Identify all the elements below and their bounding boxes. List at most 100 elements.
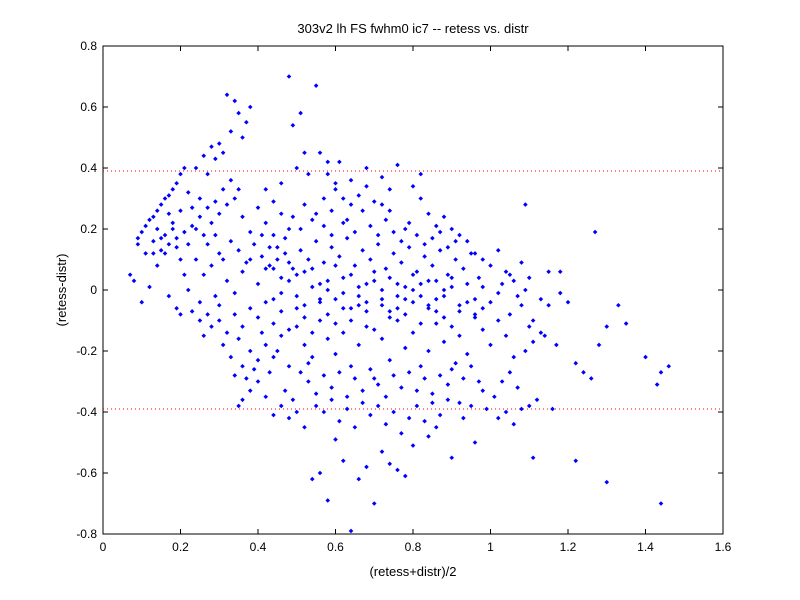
data-point xyxy=(313,391,319,396)
data-point xyxy=(139,299,145,305)
data-point xyxy=(426,302,431,308)
data-point xyxy=(232,98,238,104)
data-point xyxy=(317,296,323,302)
data-point xyxy=(162,232,168,238)
data-point xyxy=(441,287,447,293)
data-point xyxy=(441,315,447,320)
data-point xyxy=(395,318,400,323)
y-tick-label: 0 xyxy=(90,283,97,297)
data-point xyxy=(430,235,435,241)
data-point xyxy=(480,388,486,393)
data-point xyxy=(286,363,292,369)
data-point xyxy=(375,382,381,387)
data-point xyxy=(395,162,400,168)
data-point xyxy=(387,309,393,314)
data-point xyxy=(523,287,528,293)
data-points xyxy=(127,74,672,534)
data-point xyxy=(445,245,451,250)
data-point xyxy=(453,238,458,244)
y-tick-label: 0.4 xyxy=(80,161,97,175)
data-point xyxy=(461,376,466,381)
data-point xyxy=(166,241,172,247)
data-point xyxy=(154,263,160,268)
data-point xyxy=(255,205,261,210)
data-point xyxy=(162,196,168,201)
data-point xyxy=(526,275,532,281)
data-point xyxy=(205,312,210,317)
data-point xyxy=(488,342,493,348)
data-point xyxy=(445,272,451,278)
data-point xyxy=(340,275,346,281)
data-point xyxy=(410,299,416,305)
data-point xyxy=(461,266,466,271)
data-point xyxy=(247,104,253,110)
data-point xyxy=(321,260,327,265)
y-tick-label: 0.2 xyxy=(80,222,97,236)
data-point xyxy=(158,235,164,241)
data-point xyxy=(410,330,416,335)
data-point xyxy=(278,333,284,339)
data-point xyxy=(472,312,478,317)
data-point xyxy=(321,409,327,415)
data-point xyxy=(406,370,412,375)
data-point xyxy=(232,196,238,201)
data-point xyxy=(368,257,373,262)
data-point xyxy=(220,187,226,192)
data-point xyxy=(356,302,362,308)
data-point xyxy=(364,165,369,171)
data-point xyxy=(290,123,296,128)
data-point xyxy=(406,220,412,226)
data-point xyxy=(557,290,563,296)
data-point xyxy=(360,400,365,406)
data-point xyxy=(368,367,373,372)
data-point xyxy=(395,281,400,287)
data-point xyxy=(201,232,207,238)
data-point xyxy=(263,266,269,271)
data-point xyxy=(371,278,377,284)
data-point xyxy=(457,309,462,314)
data-point xyxy=(480,306,486,311)
data-point xyxy=(383,266,389,271)
data-point xyxy=(554,342,559,348)
data-point xyxy=(395,467,400,473)
data-point xyxy=(464,351,470,357)
data-point xyxy=(182,165,187,171)
data-point xyxy=(271,232,276,238)
data-point xyxy=(329,245,334,250)
data-point xyxy=(185,287,191,293)
data-point xyxy=(464,281,470,287)
data-point xyxy=(224,278,230,284)
data-point xyxy=(449,367,455,372)
data-point xyxy=(193,226,199,232)
data-point xyxy=(426,434,431,439)
data-point xyxy=(232,290,238,296)
data-point xyxy=(240,135,245,140)
data-point xyxy=(166,293,172,299)
data-point xyxy=(306,360,311,366)
data-point xyxy=(224,202,230,207)
data-point xyxy=(484,406,489,412)
data-point xyxy=(309,266,315,271)
data-point xyxy=(247,388,253,393)
data-point xyxy=(352,229,358,235)
data-point xyxy=(247,229,253,235)
data-point xyxy=(495,248,501,253)
data-point xyxy=(391,229,396,235)
data-point xyxy=(530,455,536,461)
data-point xyxy=(185,190,191,195)
data-point xyxy=(387,357,393,363)
data-point xyxy=(333,180,338,186)
data-point xyxy=(309,476,315,482)
x-tick-label: 0.8 xyxy=(405,540,422,554)
data-point xyxy=(371,199,377,204)
data-point xyxy=(623,321,629,326)
data-point xyxy=(453,257,458,262)
data-point xyxy=(437,412,443,418)
data-point xyxy=(135,235,141,241)
data-point xyxy=(282,388,288,393)
reference-lines xyxy=(103,170,723,410)
data-point xyxy=(147,284,152,290)
data-point xyxy=(445,397,451,403)
data-point xyxy=(267,263,272,268)
data-point xyxy=(414,403,420,409)
